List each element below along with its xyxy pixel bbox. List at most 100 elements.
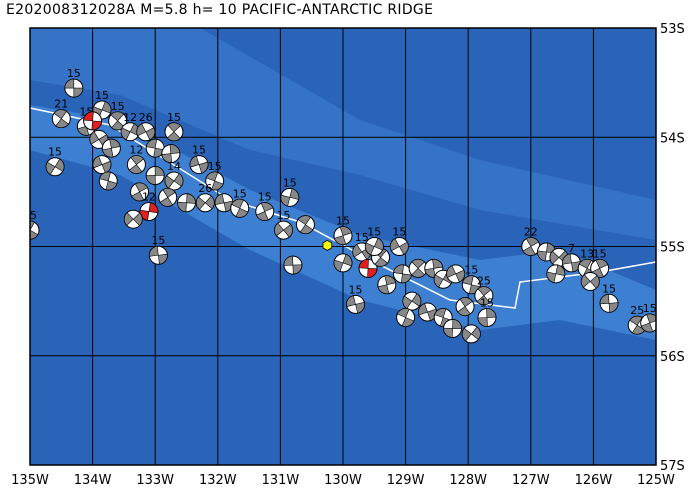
mechanism-compression-quadrant: [145, 166, 165, 185]
focal-mechanism: [455, 297, 475, 317]
mechanism-compression-quadrant: [377, 275, 396, 295]
focal-mechanism: 15: [346, 283, 366, 314]
mechanism-depth-label: 15: [277, 209, 291, 222]
mechanism-depth-label: 15: [464, 264, 478, 277]
mechanism-compression-quadrant: [640, 313, 656, 333]
longitude-label: 125W: [637, 473, 675, 488]
mechanism-compression-quadrant: [123, 212, 143, 227]
mechanism-compression-quadrant: [580, 274, 600, 289]
longitude-label: 134W: [74, 473, 112, 488]
longitude-labels: 135W 134W 133W 132W 131W 130W 129W 128W 127W 126W…: [11, 473, 675, 488]
mechanism-compression-quadrant: [128, 155, 144, 174]
mechanism-depth-label: 15: [23, 209, 37, 222]
mechanism-depth-label: 15: [283, 176, 297, 189]
mechanism-compression-quadrant: [136, 123, 156, 141]
mechanism-compression-quadrant: [189, 155, 209, 174]
focal-mechanism: [358, 258, 378, 278]
mechanism-compression-quadrant: [546, 264, 566, 283]
longitude-label: 128W: [449, 473, 487, 488]
mechanism-compression-quadrant: [196, 195, 215, 211]
mechanism-compression-quadrant: [334, 226, 352, 245]
focal-mechanism: [461, 324, 481, 344]
focal-mechanism: [333, 253, 353, 273]
mechanism-compression-quadrant: [393, 264, 412, 284]
mechanism-compression-quadrant: [159, 188, 176, 207]
mechanism-depth-label: 15: [67, 67, 81, 80]
mechanism-compression-quadrant: [522, 237, 540, 256]
mechanism-depth-label: 12: [129, 144, 143, 157]
focal-mechanism: 12: [120, 111, 140, 142]
mechanism-compression-quadrant: [131, 182, 148, 202]
mechanism-depth-label: 26: [139, 111, 153, 124]
focal-mechanism: [92, 155, 112, 175]
mechanism-compression-quadrant: [396, 308, 415, 327]
mechanism-compression-quadrant: [45, 158, 65, 175]
mechanism-compression-quadrant: [462, 326, 481, 342]
mechanism-depth-label: 25: [630, 304, 644, 317]
focal-mechanism: 15: [205, 160, 225, 191]
focal-mechanism: 15: [654, 297, 676, 328]
latitude-label: 55S: [660, 241, 685, 256]
longitude-label: 130W: [324, 473, 362, 488]
focal-mechanism: [83, 111, 103, 131]
focal-mechanism: [546, 264, 566, 284]
focal-mechanism: 26: [136, 111, 156, 142]
mechanism-compression-quadrant: [297, 215, 314, 234]
mechanism-depth-label: 26: [198, 182, 212, 195]
mechanism-depth-label: 15: [48, 146, 62, 159]
longitude-label: 129W: [387, 473, 425, 488]
mechanism-compression-quadrant: [149, 245, 168, 265]
mechanism-depth-label: 15: [167, 111, 181, 124]
mechanism-compression-quadrant: [53, 109, 69, 128]
latitude-label: 56S: [660, 350, 685, 365]
focal-mechanism: [161, 144, 181, 164]
focal-mechanism: 25: [474, 275, 494, 306]
mechanism-depth-label: 25: [477, 275, 491, 288]
mechanism-compression-quadrant: [654, 306, 676, 328]
mechanism-depth-label: 15: [111, 100, 125, 113]
bathymetry-ridge-band: [30, 105, 656, 340]
mechanism-compression-quadrant: [457, 297, 473, 316]
mechanism-compression-quadrant: [64, 78, 84, 98]
mechanism-depth-label: 15: [192, 144, 206, 157]
longitude-label: 133W: [136, 473, 174, 488]
longitude-label: 132W: [199, 473, 237, 488]
longitude-label: 127W: [512, 473, 550, 488]
mechanism-compression-quadrant: [231, 198, 249, 218]
focal-mechanism: [443, 318, 463, 338]
focal-mechanism: 15: [640, 302, 657, 333]
focal-mechanism: [214, 193, 234, 213]
latitude-label: 54S: [660, 131, 685, 146]
focal-mechanism: [98, 171, 118, 191]
latitude-labels: 53S 54S 55S 56S 57S: [660, 22, 685, 474]
focal-mechanism: [177, 193, 196, 213]
mechanism-depth-label: 15: [208, 160, 222, 173]
mechanism-compression-quadrant: [476, 286, 492, 305]
focal-mechanism: 15: [389, 226, 409, 256]
focal-mechanism: 15: [148, 234, 168, 265]
mechanism-compression-quadrant: [390, 238, 409, 255]
mechanism-compression-quadrant: [30, 220, 39, 240]
focal-mechanism: 15: [274, 209, 294, 240]
mechanism-depth-label: 15: [643, 302, 657, 315]
focal-mechanism: 12: [126, 144, 146, 175]
focal-mechanism: 21: [51, 98, 71, 129]
mechanism-compression-quadrant: [346, 295, 365, 314]
mechanism-compression-quadrant: [333, 253, 353, 272]
focal-mechanism: [123, 209, 143, 229]
mechanism-compression-quadrant: [358, 259, 378, 278]
focal-mechanism: [295, 215, 315, 235]
focal-mechanism: 12: [139, 191, 159, 222]
mechanism-depth-label: 15: [233, 187, 247, 200]
mechanism-depth-label: 15: [367, 226, 381, 239]
focal-mechanism: 15: [230, 187, 250, 218]
focal-mechanism: [377, 275, 397, 295]
mechanism-depth-label: 15: [602, 282, 616, 295]
mechanism-depth-label: 15: [258, 191, 272, 204]
mechanism-compression-quadrant: [99, 171, 118, 191]
mechanism-depth-label: 15: [658, 297, 672, 310]
mechanism-depth-label: 15: [392, 226, 406, 239]
mechanism-compression-quadrant: [599, 294, 619, 313]
mechanism-depth-label: 12: [142, 191, 156, 204]
focal-mechanism: 15: [333, 215, 353, 246]
